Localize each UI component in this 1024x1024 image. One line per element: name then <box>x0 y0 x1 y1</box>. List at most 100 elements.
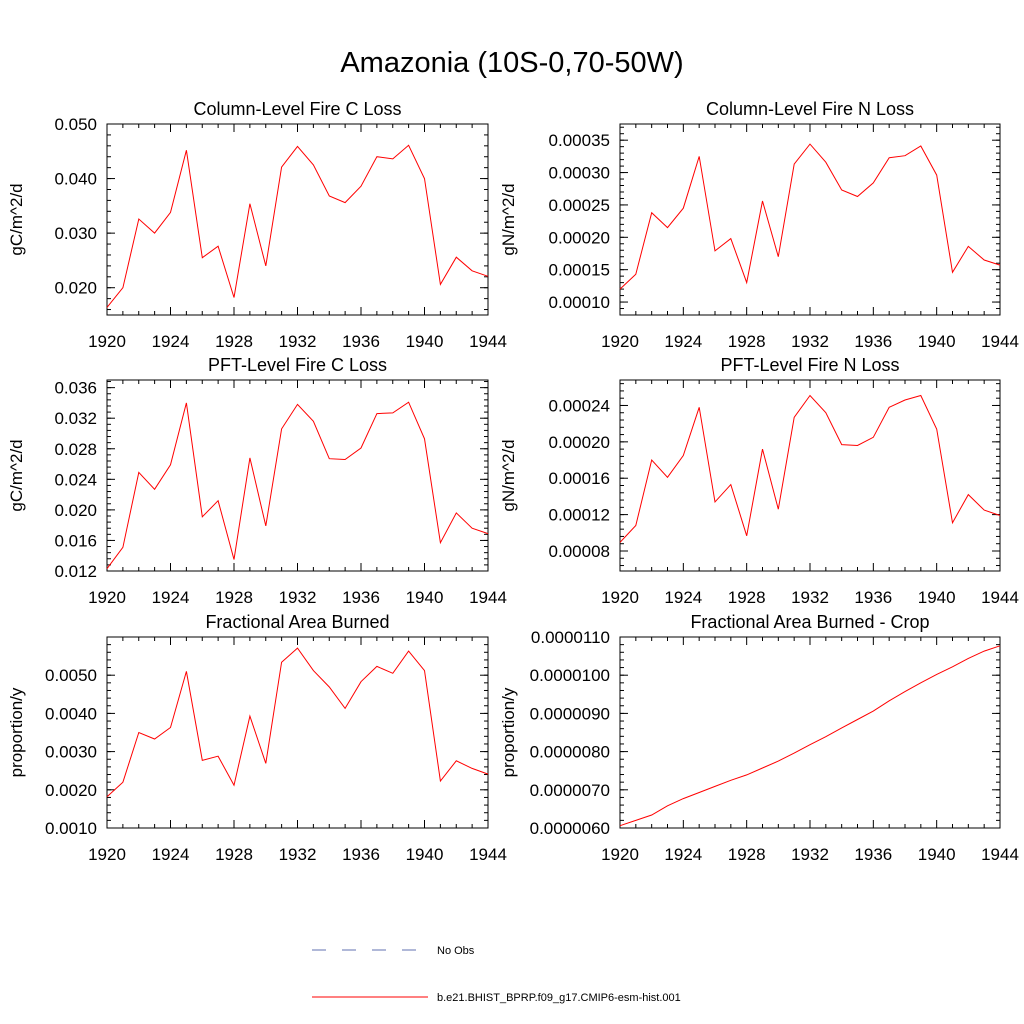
series-line-4-1 <box>619 394 1001 543</box>
y-tick-label: 0.00015 <box>549 261 610 280</box>
panel-title-5: Fractional Area Burned <box>205 612 389 632</box>
x-tick-label: 1940 <box>918 588 956 607</box>
x-tick-label: 1928 <box>215 332 253 351</box>
y-tick-label: 0.0010 <box>45 819 97 838</box>
x-tick-label: 1924 <box>664 845 702 864</box>
y-axis-label-1: gC/m^2/d <box>7 183 26 255</box>
x-tick-label: 1924 <box>152 332 190 351</box>
y-tick-label: 0.050 <box>54 115 97 134</box>
y-tick-label: 0.028 <box>54 440 97 459</box>
x-tick-label: 1928 <box>215 588 253 607</box>
y-axis-label-3: gC/m^2/d <box>7 439 26 511</box>
x-tick-label: 1920 <box>601 845 639 864</box>
y-tick-label: 0.0000090 <box>530 704 610 723</box>
y-tick-label: 0.0000100 <box>530 666 610 685</box>
x-tick-label: 1932 <box>279 332 317 351</box>
x-tick-label: 1924 <box>152 588 190 607</box>
panel-frame-2 <box>619 123 1001 316</box>
panel-frame-4 <box>619 379 1001 572</box>
y-tick-label: 0.00030 <box>549 164 610 183</box>
y-axis-label-2: gN/m^2/d <box>499 183 518 255</box>
x-tick-label: 1920 <box>88 332 126 351</box>
y-tick-label: 0.00035 <box>549 131 610 150</box>
x-tick-label: 1936 <box>854 588 892 607</box>
panel-title-2: Column-Level Fire N Loss <box>706 99 914 119</box>
panel-title-6: Fractional Area Burned - Crop <box>690 612 929 632</box>
x-tick-label: 1936 <box>342 845 380 864</box>
y-axis-label-6: proportion/y <box>499 687 518 777</box>
x-tick-label: 1944 <box>981 845 1019 864</box>
x-tick-label: 1944 <box>981 588 1019 607</box>
x-tick-label: 1920 <box>88 588 126 607</box>
series-line-3-1 <box>106 401 489 569</box>
x-tick-label: 1944 <box>981 332 1019 351</box>
y-tick-label: 0.00016 <box>549 469 610 488</box>
x-tick-label: 1940 <box>918 845 956 864</box>
x-tick-label: 1928 <box>215 845 253 864</box>
y-tick-label: 0.00024 <box>549 396 610 415</box>
y-tick-label: 0.020 <box>54 279 97 298</box>
y-tick-label: 0.0000060 <box>530 819 610 838</box>
y-tick-label: 0.00012 <box>549 506 610 525</box>
x-tick-label: 1940 <box>406 588 444 607</box>
x-tick-label: 1932 <box>279 588 317 607</box>
x-tick-label: 1940 <box>918 332 956 351</box>
x-tick-label: 1924 <box>664 588 702 607</box>
y-tick-label: 0.040 <box>54 170 97 189</box>
y-tick-label: 0.036 <box>54 379 97 398</box>
y-axis-label-5: proportion/y <box>7 687 26 777</box>
x-tick-label: 1940 <box>406 332 444 351</box>
y-tick-label: 0.012 <box>54 562 97 581</box>
x-tick-label: 1936 <box>854 845 892 864</box>
y-tick-label: 0.0000070 <box>530 781 610 800</box>
y-tick-label: 0.0030 <box>45 743 97 762</box>
x-tick-label: 1928 <box>728 588 766 607</box>
x-tick-label: 1924 <box>664 332 702 351</box>
panel-frame-6 <box>619 636 1001 829</box>
x-tick-label: 1932 <box>791 332 829 351</box>
series-line-1-1 <box>106 144 489 308</box>
y-tick-label: 0.0040 <box>45 704 97 723</box>
y-tick-label: 0.00025 <box>549 196 610 215</box>
series-line-6-1 <box>619 645 1001 827</box>
x-tick-label: 1936 <box>342 588 380 607</box>
y-tick-label: 0.0000110 <box>531 628 610 647</box>
x-tick-label: 1944 <box>469 845 507 864</box>
y-tick-label: 0.020 <box>54 501 97 520</box>
y-axis-label-4: gN/m^2/d <box>499 439 518 511</box>
x-tick-label: 1932 <box>791 845 829 864</box>
x-tick-label: 1928 <box>728 845 766 864</box>
x-tick-label: 1928 <box>728 332 766 351</box>
x-tick-label: 1932 <box>791 588 829 607</box>
x-tick-label: 1924 <box>152 845 190 864</box>
legend-label-2: b.e21.BHIST_BPRP.f09_g17.CMIP6-esm-hist.… <box>437 992 681 1004</box>
y-tick-label: 0.0020 <box>45 781 97 800</box>
y-tick-label: 0.030 <box>54 224 97 243</box>
y-tick-label: 0.00020 <box>549 433 610 452</box>
y-tick-label: 0.016 <box>54 531 97 550</box>
x-tick-label: 1920 <box>601 588 639 607</box>
y-tick-label: 0.032 <box>54 409 97 428</box>
series-line-5-1 <box>106 647 489 798</box>
x-tick-label: 1944 <box>469 332 507 351</box>
x-tick-label: 1944 <box>469 588 507 607</box>
x-tick-label: 1936 <box>854 332 892 351</box>
panel-title-4: PFT-Level Fire N Loss <box>720 355 899 375</box>
y-tick-label: 0.0050 <box>45 666 97 685</box>
panel-title-3: PFT-Level Fire C Loss <box>208 355 387 375</box>
panel-title-1: Column-Level Fire C Loss <box>193 99 401 119</box>
x-tick-label: 1940 <box>406 845 444 864</box>
x-tick-label: 1920 <box>88 845 126 864</box>
x-tick-label: 1936 <box>342 332 380 351</box>
x-tick-label: 1920 <box>601 332 639 351</box>
page-title: Amazonia (10S-0,70-50W) <box>340 47 684 79</box>
legend-label-1: No Obs <box>437 945 475 957</box>
y-tick-label: 0.00010 <box>549 293 610 312</box>
y-tick-label: 0.00020 <box>549 228 610 247</box>
y-tick-label: 0.024 <box>54 470 97 489</box>
y-tick-label: 0.0000080 <box>530 743 610 762</box>
series-line-2-1 <box>619 143 1001 290</box>
y-tick-label: 0.00008 <box>549 542 610 561</box>
x-tick-label: 1932 <box>279 845 317 864</box>
